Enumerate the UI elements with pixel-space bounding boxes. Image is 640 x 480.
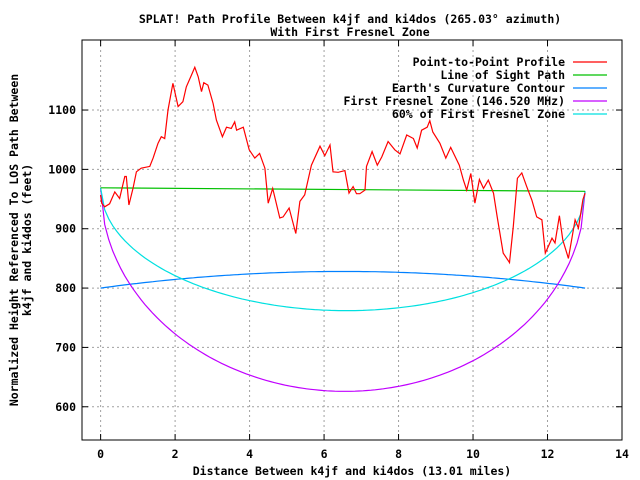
grid (82, 40, 622, 440)
x-tick-label: 4 (246, 447, 253, 461)
terrain-profile-line (100, 65, 586, 265)
x-tick-label: 0 (97, 447, 104, 461)
y-tick-label: 900 (55, 222, 76, 236)
y-tick-label: 600 (55, 400, 76, 414)
chart-title: SPLAT! Path Profile Between k4jf and ki4… (139, 12, 561, 26)
y-tick-label: 800 (55, 281, 76, 295)
legend-label: Line of Sight Path (440, 68, 565, 82)
series-layer (100, 65, 586, 392)
first-fresnel-zone-line (100, 187, 586, 392)
legend-label: First Fresnel Zone (146.520 MHz) (343, 94, 565, 108)
x-tick-label: 2 (172, 447, 179, 461)
chart-subtitle: With First Fresnel Zone (270, 25, 429, 39)
earth-curvature-line (100, 270, 586, 289)
legend-label: 60% of First Fresnel Zone (392, 107, 565, 121)
x-tick-label: 14 (615, 447, 629, 461)
y-tick-label: 1100 (48, 103, 76, 117)
y-axis-label-line1: Normalized Height Referenced To LOS Path… (7, 74, 21, 406)
plot-border (81, 39, 623, 441)
legend-label: Point-to-Point Profile (413, 55, 565, 69)
y-tick-label: 700 (55, 340, 76, 354)
y-axis-label-line2: k4jf and ki4dos (feet) (20, 164, 34, 316)
x-axis-label: Distance Between k4jf and ki4dos (13.01 … (193, 464, 512, 478)
fresnel-60pct-line (100, 187, 586, 312)
x-tick-label: 8 (395, 447, 402, 461)
x-tick-label: 10 (466, 447, 480, 461)
ticks: 0 2 4 6 8 10 12 14 600 700 800 900 1000 1100 (48, 40, 629, 461)
y-tick-label: 1000 (48, 162, 76, 176)
line-of-sight-line (100, 187, 586, 192)
x-tick-label: 6 (321, 447, 328, 461)
x-tick-label: 12 (541, 447, 555, 461)
legend-label: Earth's Curvature Contour (392, 81, 565, 95)
